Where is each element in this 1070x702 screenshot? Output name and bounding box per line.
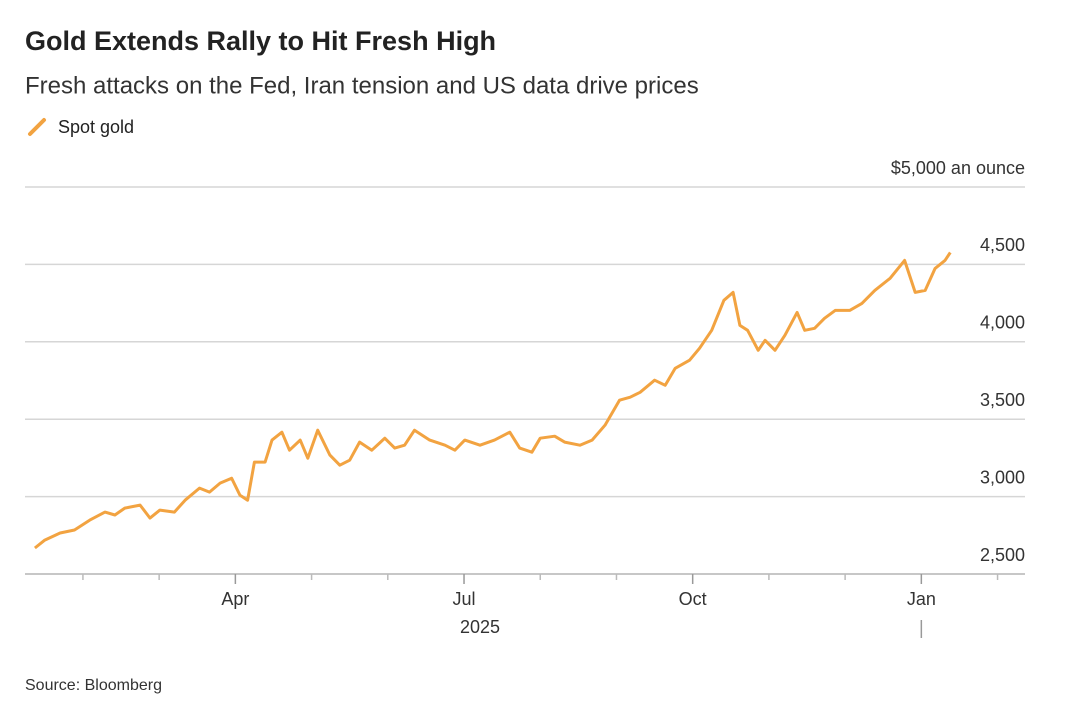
x-tick-label: Apr: [221, 589, 249, 609]
y-tick-label: 2,500: [980, 545, 1025, 565]
x-tick-label: Oct: [679, 589, 707, 609]
series-line: [33, 251, 952, 550]
chart-subtitle: Fresh attacks on the Fed, Iran tension a…: [25, 72, 699, 99]
y-tick-label: 3,500: [980, 390, 1025, 410]
legend-swatch: [28, 118, 46, 136]
source: Source: Bloomberg: [25, 677, 162, 694]
chart-title: Gold Extends Rally to Hit Fresh High: [25, 26, 496, 56]
year-label: 2025: [460, 617, 500, 637]
x-tick-label: Jul: [453, 589, 476, 609]
y-tick-label: 4,500: [980, 235, 1025, 255]
y-tick-label: 4,000: [980, 313, 1025, 333]
x-tick-label: Jan: [907, 589, 936, 609]
y-tick-label: 3,000: [980, 467, 1025, 487]
legend-label: Spot gold: [58, 117, 134, 137]
y-tick-label: $5,000 an ounce: [891, 158, 1025, 178]
